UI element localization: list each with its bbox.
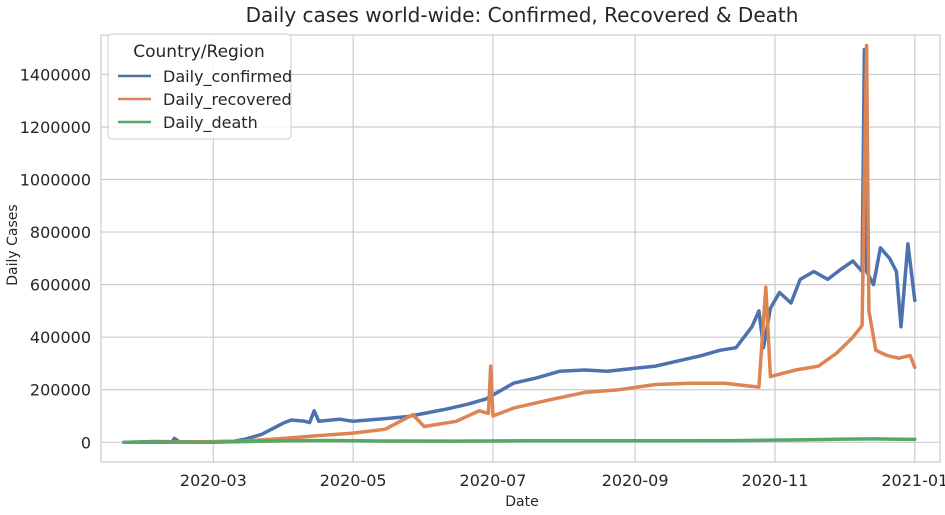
x-axis-label: Date	[505, 494, 538, 510]
y-tick-label: 1400000	[20, 65, 91, 84]
chart-title: Daily cases world-wide: Confirmed, Recov…	[246, 3, 799, 27]
x-tick-label: 2020-05	[320, 471, 387, 490]
legend: Country/Region Daily_confirmed Daily_rec…	[107, 33, 292, 140]
y-axis-label: Daily Cases	[5, 204, 21, 285]
series-line-recovered	[122, 43, 917, 445]
legend-frame	[107, 33, 292, 140]
plot-frame	[100, 34, 941, 463]
legend-label-death: Daily_death	[163, 113, 258, 133]
y-tick-label: 0	[81, 433, 91, 452]
x-tick-label: 2020-11	[742, 471, 809, 490]
y-tick-label: 1200000	[20, 118, 91, 137]
legend-label-recovered: Daily_recovered	[163, 90, 292, 110]
y-tick-label: 600000	[30, 276, 91, 295]
legend-label-confirmed: Daily_confirmed	[163, 67, 292, 87]
legend-title: Country/Region	[133, 42, 264, 62]
x-tick-label: 2020-07	[460, 471, 527, 490]
y-tick-label: 200000	[30, 381, 91, 400]
x-tick-label: 2020-03	[180, 471, 247, 490]
series-line-confirmed	[122, 47, 917, 445]
y-tick-label: 1000000	[20, 171, 91, 190]
tick-labels: 0 200000 400000 600000 800000 1000000 1200000 1…	[20, 65, 945, 490]
x-tick-label: 2021-01	[881, 471, 945, 490]
series-line-death	[122, 437, 917, 445]
series-layer	[122, 43, 917, 445]
grid	[100, 34, 941, 463]
y-tick-label: 400000	[30, 328, 91, 347]
y-tick-label: 800000	[30, 223, 91, 242]
x-tick-label: 2020-09	[602, 471, 669, 490]
